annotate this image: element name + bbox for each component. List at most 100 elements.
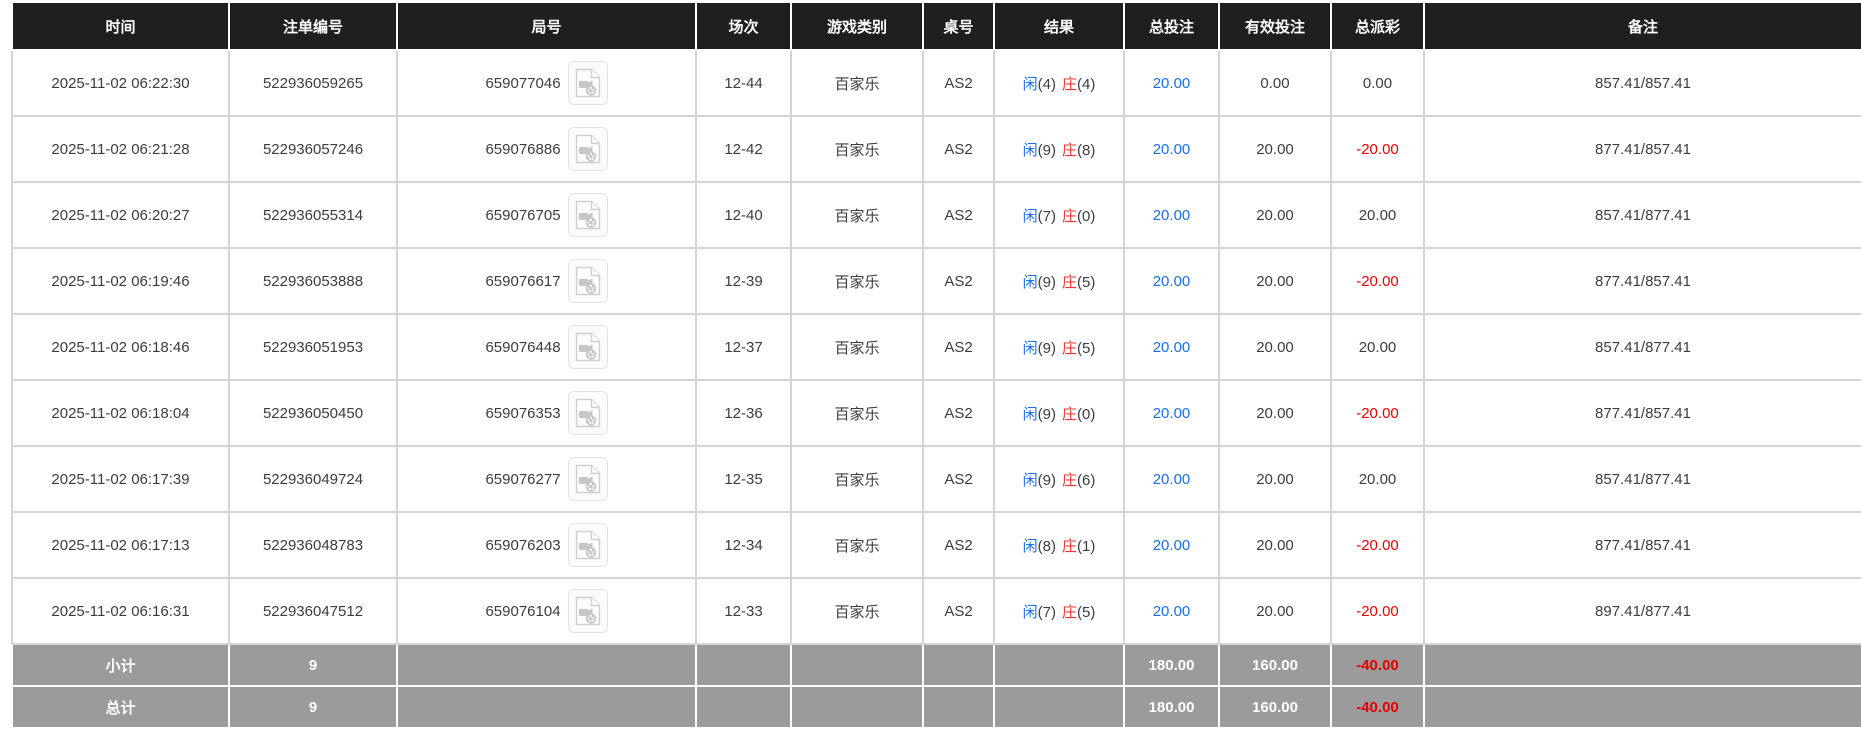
video-replay-button[interactable] (567, 589, 608, 633)
result-player-points: (7) (1037, 207, 1056, 225)
cell-remark: 857.41/857.41 (1423, 49, 1861, 117)
result-banker-points: (6) (1077, 471, 1096, 489)
summary-empty-cell (922, 643, 995, 687)
cell-game-type: 百家乐 (790, 577, 924, 645)
result-banker-label: 庄 (1062, 471, 1078, 489)
result-player-points: (7) (1037, 603, 1056, 621)
total-bet-value[interactable]: 20.00 (1152, 404, 1191, 422)
table-row: 2025-11-02 06:19:46 522936053888 6590766… (11, 247, 1861, 315)
result-player-points: (8) (1037, 537, 1056, 555)
video-file-icon (575, 464, 600, 494)
cell-remark: 857.41/877.41 (1423, 445, 1861, 513)
cell-session: 12-35 (695, 445, 792, 513)
total-bet-value[interactable]: 20.00 (1152, 272, 1191, 290)
cell-time: 2025-11-02 06:22:30 (11, 49, 230, 117)
payout-value: 20.00 (1358, 338, 1397, 356)
bet-records-table: 时间 注单编号 局号 场次 游戏类别 桌号 结果 总投注 有效投注 总派彩 备注… (11, 1, 1861, 729)
summary-empty-cell (993, 685, 1125, 729)
cell-round-no: 659076203 (396, 511, 697, 579)
cell-bet-no: 522936051953 (228, 313, 398, 381)
grand-total-total-bet: 180.00 (1123, 685, 1220, 729)
cell-valid-bet: 20.00 (1218, 577, 1332, 645)
cell-remark: 857.41/877.41 (1423, 313, 1861, 381)
cell-total-bet: 20.00 (1123, 313, 1220, 381)
cell-game-type: 百家乐 (790, 445, 924, 513)
cell-time: 2025-11-02 06:17:13 (11, 511, 230, 579)
total-bet-value[interactable]: 20.00 (1152, 470, 1191, 488)
payout-value: -20.00 (1356, 536, 1399, 554)
total-bet-value[interactable]: 20.00 (1152, 206, 1191, 224)
col-header-round-no: 局号 (396, 1, 697, 51)
cell-game-type: 百家乐 (790, 247, 924, 315)
col-header-game-type: 游戏类别 (790, 1, 924, 51)
video-file-icon (575, 200, 600, 230)
subtotal-label: 小计 (11, 643, 230, 687)
round-number: 659076705 (485, 206, 561, 224)
total-bet-value[interactable]: 20.00 (1152, 140, 1191, 158)
result-player-points: (9) (1037, 471, 1056, 489)
video-replay-button[interactable] (567, 193, 608, 237)
cell-remark: 877.41/857.41 (1423, 379, 1861, 447)
video-replay-button[interactable] (567, 127, 608, 171)
cell-result: 闲(9) 庄(0) (993, 379, 1125, 447)
cell-total-bet: 20.00 (1123, 445, 1220, 513)
cell-total-bet: 20.00 (1123, 49, 1220, 117)
result-banker-points: (0) (1077, 405, 1096, 423)
result-player-label: 闲 (1022, 273, 1038, 291)
payout-value: -20.00 (1356, 272, 1399, 290)
table-row: 2025-11-02 06:18:04 522936050450 6590763… (11, 379, 1861, 447)
col-header-time: 时间 (11, 1, 230, 51)
cell-round-no: 659076705 (396, 181, 697, 249)
cell-total-bet: 20.00 (1123, 247, 1220, 315)
video-replay-button[interactable] (567, 457, 608, 501)
grand-total-label: 总计 (11, 685, 230, 729)
cell-valid-bet: 20.00 (1218, 445, 1332, 513)
payout-value: 0.00 (1362, 74, 1393, 92)
table-header: 时间 注单编号 局号 场次 游戏类别 桌号 结果 总投注 有效投注 总派彩 备注 (11, 1, 1861, 51)
video-file-icon (575, 398, 600, 428)
video-replay-button[interactable] (567, 259, 608, 303)
cell-remark: 897.41/877.41 (1423, 577, 1861, 645)
result-player-label: 闲 (1022, 141, 1038, 159)
result-banker-label: 庄 (1062, 603, 1078, 621)
cell-time: 2025-11-02 06:18:46 (11, 313, 230, 381)
total-bet-value[interactable]: 20.00 (1152, 536, 1191, 554)
summary-empty-cell (1423, 643, 1861, 687)
grand-total-count: 9 (228, 685, 398, 729)
cell-result: 闲(8) 庄(1) (993, 511, 1125, 579)
total-bet-value[interactable]: 20.00 (1152, 74, 1191, 92)
cell-total-bet: 20.00 (1123, 577, 1220, 645)
cell-result: 闲(9) 庄(5) (993, 247, 1125, 315)
cell-result: 闲(9) 庄(6) (993, 445, 1125, 513)
grand-total-row: 总计 9 180.00 160.00 -40.00 (11, 685, 1861, 729)
cell-valid-bet: 20.00 (1218, 247, 1332, 315)
summary-empty-cell (790, 643, 924, 687)
cell-table-no: AS2 (922, 379, 995, 447)
subtotal-payout-value: -40.00 (1356, 656, 1399, 674)
cell-total-bet: 20.00 (1123, 115, 1220, 183)
round-number: 659076886 (485, 140, 561, 158)
cell-bet-no: 522936053888 (228, 247, 398, 315)
cell-valid-bet: 20.00 (1218, 115, 1332, 183)
payout-value: 20.00 (1358, 206, 1397, 224)
video-replay-button[interactable] (567, 61, 608, 105)
cell-bet-no: 522936055314 (228, 181, 398, 249)
cell-bet-no: 522936050450 (228, 379, 398, 447)
cell-total-payout: -20.00 (1330, 511, 1425, 579)
result-banker-label: 庄 (1062, 273, 1078, 291)
video-replay-button[interactable] (567, 391, 608, 435)
table-row: 2025-11-02 06:16:31 522936047512 6590761… (11, 577, 1861, 645)
summary-empty-cell (790, 685, 924, 729)
col-header-session: 场次 (695, 1, 792, 51)
total-bet-value[interactable]: 20.00 (1152, 602, 1191, 620)
subtotal-total-bet: 180.00 (1123, 643, 1220, 687)
video-replay-button[interactable] (567, 523, 608, 567)
cell-table-no: AS2 (922, 247, 995, 315)
video-replay-button[interactable] (567, 325, 608, 369)
result-banker-label: 庄 (1062, 339, 1078, 357)
total-bet-value[interactable]: 20.00 (1152, 338, 1191, 356)
cell-total-payout: -20.00 (1330, 577, 1425, 645)
col-header-result: 结果 (993, 1, 1125, 51)
cell-session: 12-37 (695, 313, 792, 381)
result-banker-points: (5) (1077, 273, 1096, 291)
